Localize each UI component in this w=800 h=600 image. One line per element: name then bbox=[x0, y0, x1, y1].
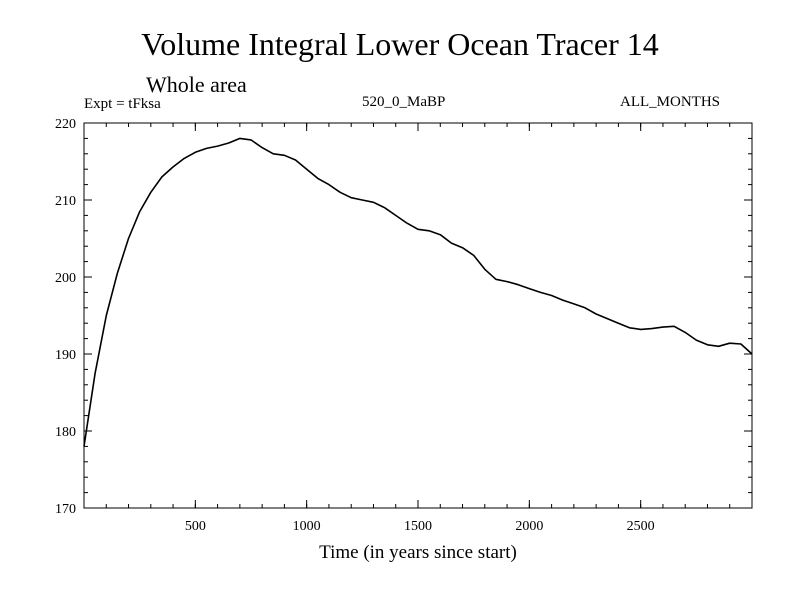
x-axis-label: Time (in years since start) bbox=[319, 542, 517, 563]
x-tick-label: 1500 bbox=[404, 519, 432, 534]
chart-subtitle: Whole area bbox=[146, 72, 247, 97]
x-tick-label: 2000 bbox=[515, 519, 543, 534]
axis-tick-labels: 500 1000 1500 2000 2500 170 180 190 200 210 220 bbox=[55, 117, 655, 534]
x-tick-label: 1000 bbox=[293, 519, 321, 534]
months-label: ALL_MONTHS bbox=[620, 94, 720, 110]
axis-ticks bbox=[84, 122, 752, 509]
experiment-period-label: 520_0_MaBP bbox=[362, 94, 446, 110]
chart-title: Volume Integral Lower Ocean Tracer 14 bbox=[141, 26, 659, 62]
plot-frame bbox=[83, 122, 753, 509]
y-tick-label: 190 bbox=[55, 348, 76, 363]
x-tick-label: 500 bbox=[185, 519, 206, 534]
y-tick-label: 200 bbox=[55, 271, 76, 286]
y-tick-label: 180 bbox=[55, 425, 76, 440]
y-tick-label: 210 bbox=[55, 194, 76, 209]
series-line bbox=[83, 137, 753, 447]
y-tick-label: 170 bbox=[55, 502, 76, 517]
y-tick-label: 220 bbox=[55, 117, 76, 132]
experiment-id-label: Expt = tFksa bbox=[84, 96, 161, 112]
x-tick-label: 2500 bbox=[627, 519, 655, 534]
